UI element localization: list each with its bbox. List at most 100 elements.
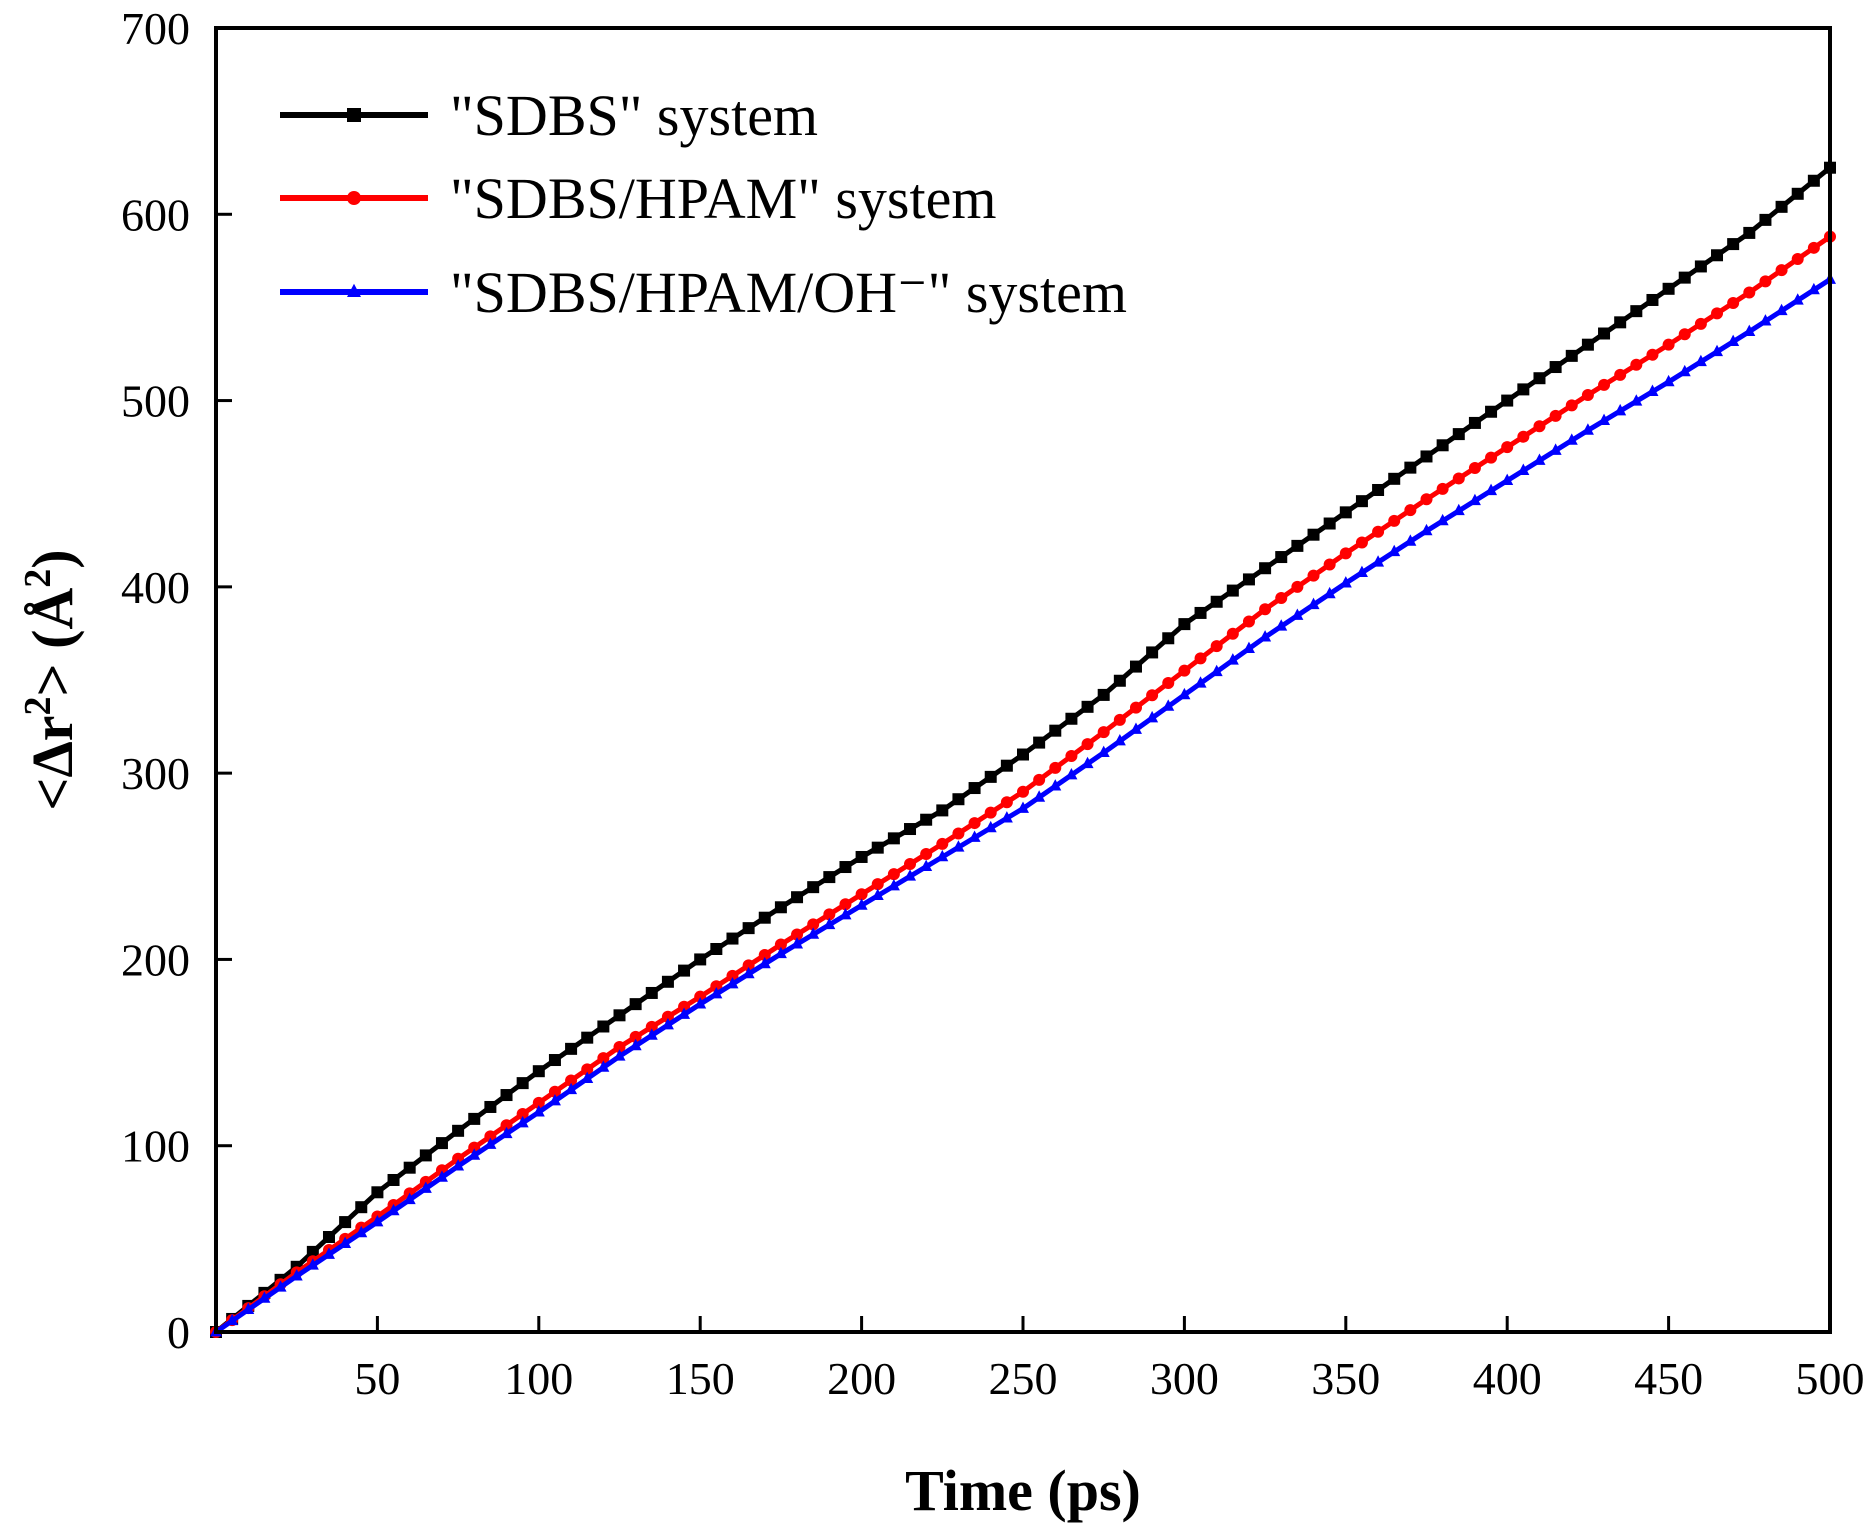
data-point <box>290 1269 303 1281</box>
data-point <box>500 1119 513 1132</box>
data-point <box>1194 652 1207 665</box>
data-point <box>1420 493 1433 506</box>
ticks-layer: 50 100 150 200 250 300 350 400 450 500 0 100 200 300 4… <box>121 3 1865 1404</box>
data-point <box>1694 260 1707 273</box>
data-point <box>355 1201 368 1214</box>
data-point <box>855 898 868 910</box>
data-point <box>774 946 787 959</box>
data-point <box>1711 344 1724 357</box>
data-point <box>1404 504 1417 517</box>
data-point <box>823 871 836 884</box>
y-tick-label: 0 <box>167 1307 190 1358</box>
data-point <box>774 901 787 914</box>
y-axis-title: <Δr2> (Å2) <box>17 549 85 810</box>
data-point <box>758 911 771 924</box>
data-point <box>1291 580 1304 593</box>
data-point <box>468 1148 481 1160</box>
data-point <box>807 927 820 939</box>
data-point <box>742 966 755 979</box>
data-point <box>984 820 997 833</box>
data-point <box>1598 413 1611 426</box>
data-point <box>871 888 884 901</box>
data-point <box>500 1089 513 1102</box>
data-point <box>791 928 804 941</box>
data-point <box>1242 641 1255 654</box>
legend-label: "SDBS/HPAM" system <box>450 166 996 231</box>
data-point <box>468 1112 481 1125</box>
data-point <box>516 1108 529 1121</box>
x-tick-label: 500 <box>1796 1353 1865 1404</box>
data-point <box>1743 226 1756 239</box>
data-point <box>1259 562 1272 575</box>
data-point <box>1791 187 1804 200</box>
data-point <box>1162 676 1175 689</box>
data-point <box>1759 213 1772 226</box>
data-point <box>1501 473 1514 486</box>
data-point <box>1807 241 1820 254</box>
data-point <box>1097 688 1110 701</box>
data-point <box>1226 653 1239 665</box>
data-point <box>371 1186 384 1199</box>
x-axis-title: Time (ps) <box>905 1458 1141 1523</box>
data-point <box>920 813 933 826</box>
data-point <box>1146 710 1159 723</box>
data-point <box>242 1302 255 1314</box>
data-point <box>1129 701 1142 714</box>
data-point <box>1178 664 1191 677</box>
data-point <box>661 1010 674 1023</box>
data-point <box>597 1060 610 1072</box>
data-point <box>1565 349 1578 362</box>
data-point <box>1275 592 1288 605</box>
data-point <box>1694 354 1707 367</box>
data-point <box>1501 394 1514 407</box>
data-point <box>484 1130 497 1143</box>
legend-label: "SDBS" system <box>450 83 818 148</box>
y-axis-title-sup2: 2 <box>17 569 59 588</box>
data-point <box>532 1065 545 1078</box>
data-point <box>1581 423 1594 435</box>
data-point <box>484 1137 497 1149</box>
data-point <box>1581 338 1594 351</box>
x-tick-label: 350 <box>1311 1353 1380 1404</box>
data-point <box>322 1230 335 1243</box>
data-point <box>839 861 852 874</box>
data-point <box>807 881 820 894</box>
data-point <box>597 1052 610 1065</box>
data-point <box>1517 383 1530 396</box>
data-point <box>1436 482 1449 495</box>
data-point <box>1743 286 1756 299</box>
data-point <box>952 840 965 852</box>
data-point <box>629 998 642 1011</box>
data-point <box>855 888 868 901</box>
data-point <box>887 878 900 891</box>
data-point <box>629 1038 642 1051</box>
data-point <box>1146 689 1159 702</box>
data-point <box>1000 811 1013 823</box>
series-markers-1 <box>210 161 1836 1338</box>
data-point <box>1759 314 1772 326</box>
data-point <box>710 942 723 955</box>
data-point <box>1017 785 1029 798</box>
y-axis-title-prefix: <Δr <box>20 715 85 810</box>
legend-item-1: "SDBS" system <box>280 83 818 148</box>
data-point <box>904 858 917 871</box>
legend-marker <box>347 191 361 205</box>
data-point <box>871 841 884 854</box>
data-point <box>1388 544 1401 557</box>
data-point <box>1355 495 1368 508</box>
data-point <box>565 1042 578 1055</box>
data-point <box>742 922 755 935</box>
data-point <box>532 1096 545 1109</box>
data-point <box>968 817 981 830</box>
data-point <box>1468 416 1481 429</box>
data-point <box>339 1236 352 1249</box>
data-point <box>1113 674 1126 687</box>
y-tick-label: 200 <box>121 934 190 985</box>
data-point <box>1727 334 1740 347</box>
legend-label: "SDBS/HPAM/OH⁻" system <box>450 260 1127 325</box>
data-point <box>1065 712 1078 725</box>
data-point <box>1775 303 1788 316</box>
series-3 <box>210 272 1836 1337</box>
